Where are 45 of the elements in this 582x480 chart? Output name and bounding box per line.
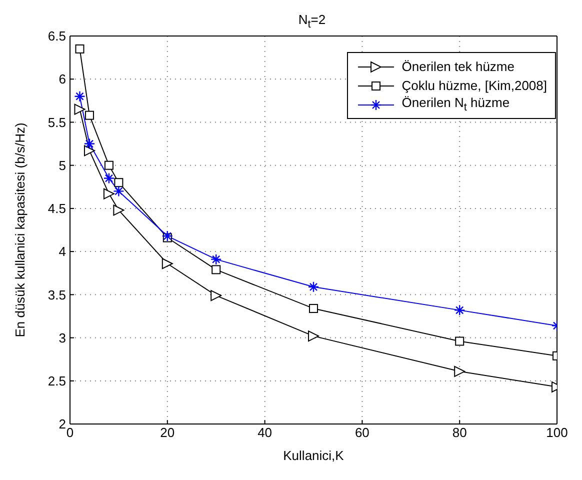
- point: [104, 160, 114, 170]
- point: [84, 138, 96, 150]
- y-tick-label: 2: [58, 416, 66, 432]
- y-axis-title: En düsük kullanici kapasitesi (b/s/Hz): [12, 122, 28, 338]
- y-tick-label: 4.5: [48, 201, 66, 216]
- point: [84, 110, 94, 120]
- legend-label: Çoklu hüzme, [Kim,2008]: [402, 78, 547, 93]
- x-tick-label: 80: [452, 425, 467, 440]
- x-tick-label: 20: [160, 425, 175, 440]
- point: [210, 290, 222, 302]
- point: [308, 281, 320, 293]
- y-tick-label: 3.5: [48, 287, 66, 302]
- x-tick-label: 40: [258, 425, 272, 440]
- point: [309, 304, 318, 313]
- y-tick-label: 5: [58, 158, 66, 173]
- point: [210, 254, 222, 265]
- y-tick-label: 6: [58, 72, 66, 87]
- y-tick-label: 5.5: [48, 114, 66, 130]
- point: [162, 258, 173, 270]
- y-tick-label: 3: [58, 330, 66, 346]
- point: [74, 90, 86, 102]
- point: [454, 366, 466, 377]
- x-tick-label: 100: [546, 425, 568, 440]
- point: [212, 265, 221, 274]
- point: [75, 44, 84, 54]
- point: [162, 230, 173, 242]
- point: [103, 188, 114, 200]
- point: [455, 336, 464, 346]
- chart-title: N$_{t}$=2: [298, 12, 326, 31]
- point: [113, 204, 124, 216]
- point: [103, 172, 115, 184]
- point: [454, 304, 466, 316]
- legend-label: Önerilen tek hüzme: [402, 59, 514, 74]
- y-tick-label: 2.5: [48, 374, 66, 389]
- y-tick-label: 4: [58, 244, 66, 260]
- point: [84, 145, 95, 156]
- point: [308, 330, 319, 342]
- point: [114, 178, 124, 188]
- point: [74, 104, 86, 115]
- x-tick-label: 0: [66, 425, 74, 440]
- x-tick-label: 60: [354, 425, 370, 440]
- x-axis-title: Kullanici,K: [283, 448, 344, 463]
- point: [113, 186, 124, 197]
- y-tick-label: 6.5: [48, 28, 66, 44]
- legend-label: Önerilen N$_{t}$ hüzme: [402, 95, 510, 114]
